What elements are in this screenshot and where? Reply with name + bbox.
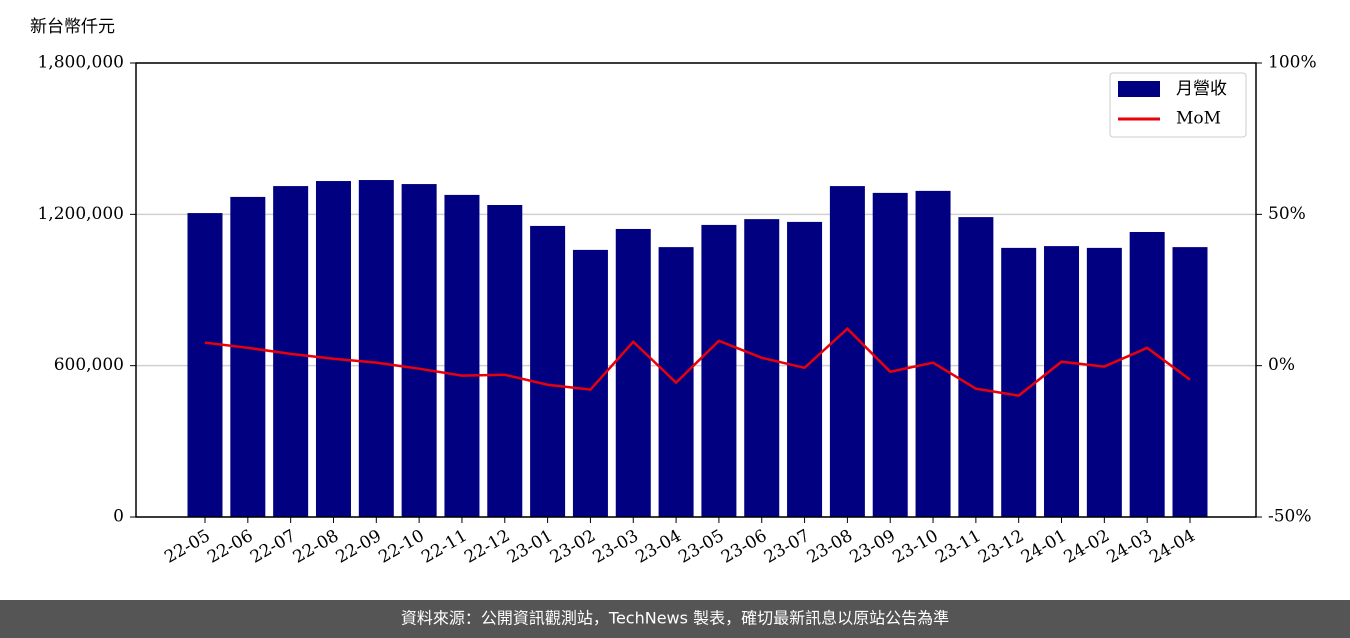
bar — [487, 205, 523, 518]
bar — [915, 190, 951, 518]
bar — [872, 192, 908, 517]
bar — [358, 180, 394, 517]
y-unit-label: 新台幣仟元 — [30, 17, 115, 37]
y2-tick-label: -50% — [1268, 507, 1312, 527]
x-tick-label: 24-02 — [1061, 526, 1113, 568]
bar — [1086, 247, 1122, 517]
x-tick-label: 23-05 — [675, 526, 727, 568]
bar — [958, 217, 994, 517]
y2-tick-label: 100% — [1268, 53, 1317, 73]
bar — [401, 184, 437, 518]
bar — [315, 181, 351, 518]
bar — [829, 186, 865, 517]
x-tick-label: 22-12 — [461, 526, 513, 568]
bar — [787, 221, 823, 517]
line-series — [204, 327, 1191, 397]
x-tick-label: 23-06 — [718, 526, 770, 568]
legend-label: MoM — [1176, 109, 1221, 129]
x-tick-label: 22-06 — [204, 526, 256, 568]
bar — [444, 194, 480, 517]
x-tick-label: 24-03 — [1103, 526, 1155, 568]
bar — [187, 213, 223, 518]
bar — [1172, 247, 1208, 517]
x-tick-label: 22-09 — [333, 526, 385, 568]
x-tick-label: 22-10 — [375, 526, 427, 568]
x-tick-label: 23-02 — [547, 526, 599, 568]
bar — [701, 224, 737, 517]
bar — [1044, 246, 1080, 517]
x-tick-label: 23-04 — [632, 526, 684, 568]
x-tick-label: 22-05 — [161, 526, 213, 568]
plot-frame — [135, 62, 1257, 518]
footer — [0, 600, 1350, 638]
legend-swatch — [1118, 81, 1160, 97]
bar — [1001, 247, 1037, 517]
bar — [744, 219, 780, 517]
x-tick-label: 23-03 — [590, 526, 642, 568]
x-tick-label: 23-09 — [847, 526, 899, 568]
y-tick-label: 600,000 — [54, 355, 124, 375]
x-tick-label: 22-11 — [418, 526, 470, 568]
source-note: 資料來源：公開資訊觀測站，TechNews 製表，確切最新訊息以原站公告為準 — [401, 609, 949, 628]
bar — [230, 196, 266, 517]
x-tick-label: 23-07 — [761, 526, 813, 568]
x-tick-label: 23-08 — [804, 526, 856, 568]
bar — [530, 225, 566, 518]
x-tick-label: 24-01 — [1018, 526, 1070, 568]
x-tick-label: 22-07 — [247, 526, 299, 568]
y2-tick-label: 0% — [1268, 355, 1295, 375]
y-tick-label: 1,200,000 — [37, 204, 124, 224]
x-tick-label: 23-10 — [889, 526, 941, 568]
y-tick-label: 0 — [113, 507, 124, 527]
legend-label: 月營收 — [1176, 79, 1227, 99]
x-tick-label: 23-12 — [975, 526, 1027, 568]
x-tick-label: 22-08 — [290, 526, 342, 568]
bar — [615, 228, 651, 517]
y-tick-label: 1,800,000 — [37, 53, 124, 73]
y2-tick-label: 50% — [1268, 204, 1306, 224]
x-tick-label: 23-01 — [504, 526, 556, 568]
bar — [1129, 231, 1165, 517]
x-tick-label: 23-11 — [932, 526, 984, 568]
bar — [572, 249, 608, 517]
x-tick-label: 24-04 — [1146, 526, 1198, 568]
